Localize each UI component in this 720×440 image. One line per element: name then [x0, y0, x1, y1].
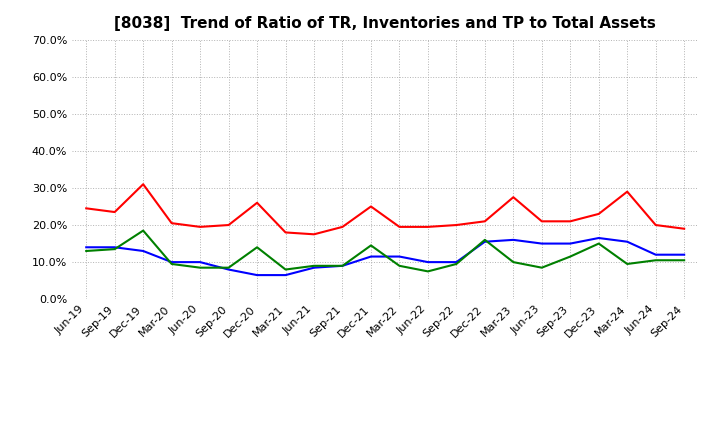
Trade Receivables	[282, 230, 290, 235]
Trade Receivables	[139, 182, 148, 187]
Inventories	[566, 241, 575, 246]
Inventories	[196, 260, 204, 265]
Inventories	[423, 260, 432, 265]
Trade Payables	[537, 265, 546, 270]
Trade Receivables	[225, 222, 233, 227]
Trade Receivables	[623, 189, 631, 194]
Inventories	[110, 245, 119, 250]
Trade Payables	[196, 265, 204, 270]
Trade Payables	[480, 237, 489, 242]
Trade Receivables	[566, 219, 575, 224]
Trade Receivables	[366, 204, 375, 209]
Trade Payables	[366, 243, 375, 248]
Trade Payables	[338, 263, 347, 268]
Inventories	[537, 241, 546, 246]
Trade Receivables	[680, 226, 688, 231]
Inventories	[509, 237, 518, 242]
Line: Trade Receivables: Trade Receivables	[86, 184, 684, 234]
Title: [8038]  Trend of Ratio of TR, Inventories and TP to Total Assets: [8038] Trend of Ratio of TR, Inventories…	[114, 16, 656, 32]
Inventories	[310, 265, 318, 270]
Trade Receivables	[395, 224, 404, 230]
Trade Payables	[82, 248, 91, 253]
Trade Receivables	[480, 219, 489, 224]
Inventories	[282, 272, 290, 278]
Trade Payables	[623, 261, 631, 267]
Trade Payables	[310, 263, 318, 268]
Trade Receivables	[537, 219, 546, 224]
Inventories	[167, 260, 176, 265]
Inventories	[139, 248, 148, 253]
Inventories	[680, 252, 688, 257]
Trade Payables	[253, 245, 261, 250]
Trade Receivables	[452, 222, 461, 227]
Trade Payables	[423, 269, 432, 274]
Trade Payables	[595, 241, 603, 246]
Trade Payables	[139, 228, 148, 233]
Trade Receivables	[310, 231, 318, 237]
Trade Payables	[452, 261, 461, 267]
Inventories	[623, 239, 631, 244]
Trade Receivables	[652, 222, 660, 227]
Trade Receivables	[110, 209, 119, 215]
Inventories	[452, 260, 461, 265]
Trade Receivables	[82, 205, 91, 211]
Inventories	[82, 245, 91, 250]
Trade Payables	[395, 263, 404, 268]
Inventories	[652, 252, 660, 257]
Trade Payables	[680, 258, 688, 263]
Trade Payables	[110, 246, 119, 252]
Trade Payables	[167, 261, 176, 267]
Inventories	[366, 254, 375, 259]
Trade Receivables	[338, 224, 347, 230]
Trade Receivables	[595, 211, 603, 216]
Inventories	[480, 239, 489, 244]
Trade Receivables	[253, 200, 261, 205]
Trade Payables	[509, 260, 518, 265]
Trade Payables	[566, 254, 575, 259]
Inventories	[395, 254, 404, 259]
Trade Payables	[282, 267, 290, 272]
Trade Payables	[225, 265, 233, 270]
Inventories	[338, 263, 347, 268]
Trade Receivables	[423, 224, 432, 230]
Line: Inventories: Inventories	[86, 238, 684, 275]
Trade Payables	[652, 258, 660, 263]
Trade Receivables	[509, 194, 518, 200]
Inventories	[595, 235, 603, 241]
Line: Trade Payables: Trade Payables	[86, 231, 684, 271]
Inventories	[225, 267, 233, 272]
Trade Receivables	[167, 220, 176, 226]
Inventories	[253, 272, 261, 278]
Trade Receivables	[196, 224, 204, 230]
